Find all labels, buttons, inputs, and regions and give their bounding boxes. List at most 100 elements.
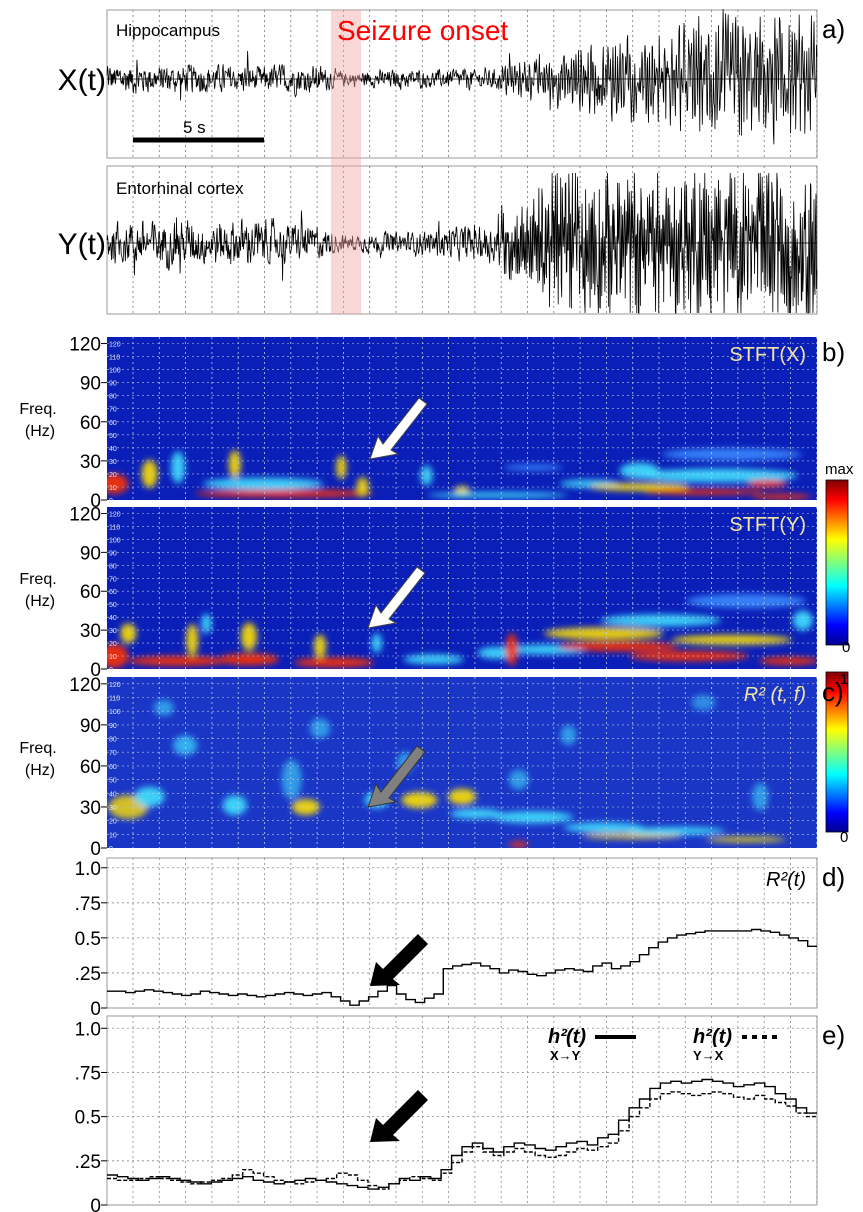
y-tick-label: 0.5 <box>75 929 101 950</box>
fine-tick-label: 120 <box>109 342 121 349</box>
y-tick-label: 0 <box>90 491 101 512</box>
fine-tick-label: 40 <box>109 615 117 622</box>
y-tick-label: 60 <box>80 757 101 778</box>
y-tick-label: 120 <box>69 675 101 696</box>
heatmap-blob <box>228 450 241 479</box>
fine-tick-label: 70 <box>109 750 117 757</box>
heatmap-blob <box>637 468 798 483</box>
region-label-entorhinal: Entorhinal cortex <box>116 179 244 198</box>
heatmap-blob <box>134 786 165 807</box>
legend-yx-base: h² <box>693 1026 713 1048</box>
y-tick-label: 0 <box>90 1196 101 1212</box>
legend-xy-base: h² <box>548 1026 568 1048</box>
heatmap-blob <box>560 725 577 746</box>
region-label-hippocampus: Hippocampus <box>116 21 220 40</box>
fine-tick-label: 70 <box>109 576 117 583</box>
signal-x-trace <box>106 8 818 145</box>
fine-tick-label: 30 <box>109 459 117 466</box>
heatmap-title-r2tf: R² (t, f) <box>744 684 806 706</box>
colorbar-b-min: 0 <box>842 639 850 656</box>
series-line-solid <box>107 928 817 1006</box>
fine-tick-label: 110 <box>109 524 120 531</box>
panel-e-h2: 0 .25 0.5 .75 1.0 h² X→Y (t) h² Y→X (t) <box>75 1015 818 1212</box>
fine-tick-label: 50 <box>109 602 117 609</box>
panel-a-y: Entorhinal cortex Y(t) <box>58 165 818 315</box>
panel-label-d: d) <box>822 862 845 892</box>
arrow-black-e <box>370 1090 428 1142</box>
heatmap-blob <box>589 482 690 491</box>
heatmap-blob <box>691 694 716 711</box>
fine-tick-label: 10 <box>109 832 117 839</box>
heatmap-blob <box>625 826 725 835</box>
y-tick-label: 60 <box>80 582 101 603</box>
heatmap-blob <box>186 623 199 656</box>
fine-tick-label: 80 <box>109 737 117 744</box>
arrow-white-b1 <box>369 397 428 460</box>
heatmap-title-stft-y: STFT(Y) <box>729 514 806 536</box>
heatmap-blob <box>173 735 198 756</box>
y-tick-label: 30 <box>80 452 101 473</box>
heatmap-blob <box>751 493 812 500</box>
panel-a-x: Hippocampus X(t) 5 s <box>58 8 818 159</box>
heatmap-blob <box>281 759 302 800</box>
heatmap-blob <box>401 792 438 809</box>
series-line-dotted <box>107 1091 817 1190</box>
y-tick-label: .75 <box>75 1064 101 1085</box>
heatmap-blob <box>201 613 212 634</box>
fine-tick-label: 100 <box>109 368 121 375</box>
legend-e: h² X→Y (t) h² Y→X (t) <box>548 1026 782 1063</box>
y-tick-label: 90 <box>80 374 101 395</box>
heatmap-blob <box>222 795 247 816</box>
heatmap-blob <box>141 459 158 488</box>
heatmap-blob <box>403 654 464 665</box>
fine-tick-label: 40 <box>109 446 117 453</box>
fine-tick-label: 110 <box>109 355 120 362</box>
fine-tick-label: 20 <box>109 472 117 479</box>
heatmap-blob <box>294 657 375 668</box>
y-tick-label: 60 <box>80 413 101 434</box>
fine-tick-label: 60 <box>109 589 117 596</box>
heatmap-blob <box>493 811 573 824</box>
fine-tick-label: 50 <box>109 778 117 785</box>
fine-tick-label: 100 <box>109 709 121 716</box>
fine-tick-label: 0 <box>109 846 113 853</box>
fine-tick-label: 80 <box>109 563 117 570</box>
heatmap-blob <box>314 634 326 659</box>
heatmap-blob <box>643 488 764 495</box>
arrow-gray-c <box>367 745 426 808</box>
heatmap-blob <box>503 464 563 471</box>
heatmap-blob <box>153 699 174 716</box>
fine-tick-label: 20 <box>109 819 117 826</box>
y-tick-label: .25 <box>75 1152 101 1173</box>
colorbar-c: 1 0 <box>825 671 849 846</box>
y-tick-label: 0.5 <box>75 1108 101 1129</box>
signal-label-x: X(t) <box>58 64 106 97</box>
heatmap-blob <box>427 492 568 499</box>
y-tick-label: 0 <box>90 999 101 1020</box>
fine-tick-label: 90 <box>109 723 117 730</box>
y-tick-label: 30 <box>80 621 101 642</box>
fine-tick-label: 10 <box>109 654 117 661</box>
signal-label-y: Y(t) <box>58 228 106 261</box>
legend-yx-suffix: (t) <box>712 1026 732 1048</box>
heatmap-blob <box>661 448 802 461</box>
heatmap-blob <box>600 614 721 627</box>
panel-label-c: c) <box>822 677 844 707</box>
heatmap-blob <box>792 610 813 631</box>
y-tick-label: 120 <box>69 335 101 356</box>
fine-tick-label: 90 <box>109 381 117 388</box>
panel-label-b: b) <box>822 337 845 367</box>
freq-label-b1: Freq. (Hz) <box>19 401 56 440</box>
y-tick-label: .75 <box>75 894 101 915</box>
chart-title-r2t: R²(t) <box>766 869 806 891</box>
series-line-solid <box>107 1078 817 1190</box>
fine-tick-label: 50 <box>109 433 117 440</box>
fine-tick-label: 100 <box>109 537 121 544</box>
heatmap-blob <box>310 718 330 739</box>
fine-tick-label: 70 <box>109 407 117 414</box>
y-tick-label: 30 <box>80 798 101 819</box>
heatmap-blob <box>686 593 806 608</box>
colorbar-c-max: 1 <box>840 671 848 688</box>
fine-tick-label: 0 <box>109 667 113 674</box>
fine-tick-label: 120 <box>109 512 121 519</box>
